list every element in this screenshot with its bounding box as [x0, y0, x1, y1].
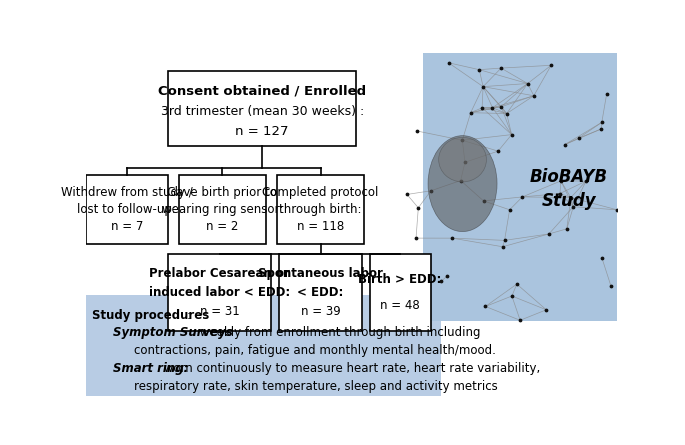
Point	[506, 131, 517, 138]
Text: 3rd trimester (mean 30 weeks) :: 3rd trimester (mean 30 weeks) :	[160, 105, 364, 118]
Ellipse shape	[428, 136, 497, 231]
Point	[546, 62, 557, 69]
Point	[501, 110, 512, 117]
Point	[493, 148, 503, 155]
FancyBboxPatch shape	[168, 70, 356, 146]
Point	[541, 306, 552, 313]
Text: Study procedures: Study procedures	[92, 309, 209, 322]
Text: : weekly from enrollment through birth including: : weekly from enrollment through birth i…	[192, 327, 480, 340]
Point	[511, 280, 522, 287]
Text: n = 48: n = 48	[380, 299, 420, 312]
Point	[522, 80, 533, 87]
Text: n = 118: n = 118	[297, 220, 344, 233]
Point	[565, 194, 576, 201]
Point	[401, 191, 412, 198]
Text: Consent obtained / Enrolled: Consent obtained / Enrolled	[158, 84, 366, 97]
Point	[441, 273, 452, 280]
Text: Spontaneous labor: Spontaneous labor	[258, 267, 383, 279]
Text: lost to follow-up:: lost to follow-up:	[77, 203, 176, 216]
FancyBboxPatch shape	[370, 254, 431, 331]
Text: n = 31: n = 31	[200, 305, 240, 318]
Point	[455, 177, 466, 184]
Point	[413, 204, 424, 211]
Point	[480, 303, 491, 310]
FancyBboxPatch shape	[86, 175, 168, 243]
Point	[597, 119, 608, 126]
Point	[497, 243, 508, 250]
Point	[477, 83, 488, 90]
Text: Prelabor Cesarean or: Prelabor Cesarean or	[149, 267, 290, 279]
Text: worn continuously to measure heart rate, heart rate variability,: worn continuously to measure heart rate,…	[160, 362, 540, 375]
Point	[554, 190, 565, 197]
Point	[597, 254, 608, 261]
Text: wearing ring sensor:: wearing ring sensor:	[162, 203, 283, 216]
Point	[559, 141, 570, 148]
Point	[474, 66, 485, 73]
Point	[457, 137, 468, 144]
Text: Smart ring:: Smart ring:	[113, 362, 192, 375]
Ellipse shape	[438, 138, 486, 182]
Text: BioBAYB: BioBAYB	[530, 168, 608, 186]
Point	[517, 194, 528, 201]
Text: contractions, pain, fatigue and monthly mental health/mood.: contractions, pain, fatigue and monthly …	[134, 344, 497, 357]
FancyBboxPatch shape	[179, 175, 266, 243]
Text: n = 39: n = 39	[301, 305, 340, 318]
Point	[601, 90, 612, 97]
FancyBboxPatch shape	[86, 295, 441, 396]
Point	[528, 92, 539, 99]
Text: respiratory rate, skin temperature, sleep and activity metrics: respiratory rate, skin temperature, slee…	[134, 380, 498, 393]
Point	[460, 159, 471, 166]
Text: Birth > EDD:: Birth > EDD:	[358, 273, 442, 286]
Point	[447, 235, 458, 242]
Point	[465, 109, 476, 116]
Point	[477, 104, 488, 111]
Text: Study: Study	[541, 192, 596, 210]
Text: n = 127: n = 127	[236, 125, 289, 138]
Point	[556, 178, 566, 185]
FancyBboxPatch shape	[277, 175, 364, 243]
Point	[561, 225, 572, 232]
Point	[573, 134, 584, 142]
Point	[568, 203, 579, 210]
Point	[514, 317, 525, 324]
Point	[436, 278, 447, 285]
Point	[504, 206, 515, 213]
Point	[506, 292, 517, 299]
Text: Gave birth prior to: Gave birth prior to	[167, 186, 277, 198]
Point	[496, 65, 507, 72]
Point	[612, 206, 623, 213]
Point	[443, 59, 454, 66]
Point	[581, 178, 592, 185]
Text: n = 7: n = 7	[110, 220, 143, 233]
Point	[487, 104, 498, 111]
Text: Withdrew from study /: Withdrew from study /	[61, 186, 192, 198]
FancyBboxPatch shape	[168, 254, 271, 331]
Point	[425, 187, 436, 194]
Point	[596, 125, 607, 133]
Point	[499, 237, 510, 244]
Text: n = 2: n = 2	[206, 220, 238, 233]
Point	[410, 235, 421, 242]
Text: Completed protocol: Completed protocol	[262, 186, 379, 198]
Text: < EDD:: < EDD:	[297, 286, 344, 299]
Text: induced labor < EDD:: induced labor < EDD:	[149, 286, 290, 299]
Point	[543, 231, 554, 238]
Point	[478, 197, 489, 204]
Text: :: :	[186, 309, 190, 322]
Text: Symptom Surveys: Symptom Surveys	[113, 327, 233, 340]
FancyBboxPatch shape	[279, 254, 362, 331]
Point	[496, 103, 507, 110]
Text: through birth:: through birth:	[279, 203, 362, 216]
Point	[412, 128, 423, 135]
FancyBboxPatch shape	[423, 53, 616, 321]
Point	[606, 282, 616, 289]
